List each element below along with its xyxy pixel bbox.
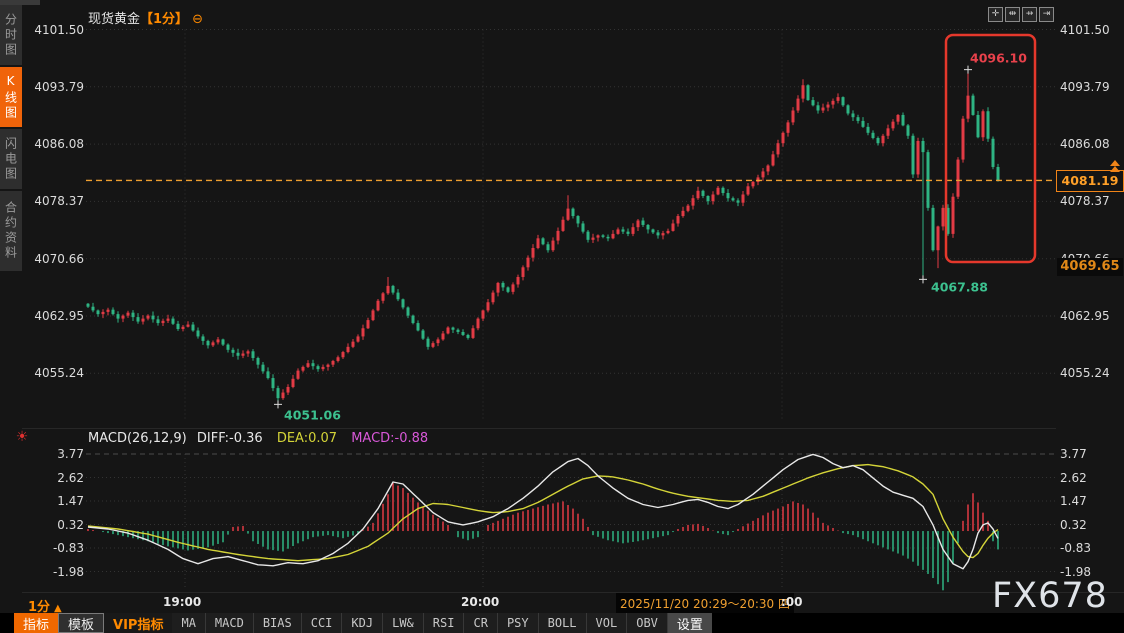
current-price-tag: 4081.19 [1056,170,1124,192]
tab-ma[interactable]: MA [172,613,206,633]
move-tool-icon[interactable]: ✛ [988,7,1003,22]
axis-tick-label: 4086.08 [34,137,84,152]
sidebar-item-contract-info[interactable]: 合约资料 [0,191,22,271]
price-annotation-label: 4096.10 [970,51,1027,66]
sidebar-item-time-chart[interactable]: 分时图 [0,5,22,65]
macd-hist-value: MACD:-0.88 [351,431,429,446]
axis-tick-label: 0.32 [1060,517,1087,532]
axis-tick-label: 3.77 [57,447,84,461]
axis-tick-label: 4078.37 [34,194,84,209]
tab-lw[interactable]: LW& [383,613,424,633]
axis-tick-label: 4086.08 [1060,137,1110,152]
top-strip [0,0,40,5]
tab-indicators[interactable]: 指标 [14,613,59,633]
axis-tick-label: 0.32 [57,517,84,532]
axis-tick-label: 2.62 [1060,470,1087,485]
tab-psy[interactable]: PSY [497,613,539,633]
macd-title: MACD(26,12,9) [88,431,187,446]
chart-title: 现货黄金【1分】 ⊖ [88,8,203,27]
axis-tick-label: 4101.50 [1060,22,1110,37]
sidebar-item-kline-chart[interactable]: K线图 [0,67,22,127]
time-axis-label: :00 [781,595,803,609]
tab-templates[interactable]: 模板 [58,613,105,633]
timeframe-selector[interactable]: 1分 ▲ [28,596,62,615]
price-annotation-label: 4051.06 [284,407,341,422]
collapse-icon[interactable]: ⊖ [192,12,203,27]
tab-cr[interactable]: CR [464,613,498,633]
chevron-up-icon: ▲ [54,603,62,614]
axis-tick-label: 4055.24 [1060,366,1110,381]
axis-tick-label: 4062.95 [34,309,84,323]
axis-tick-label: 4055.24 [34,366,84,381]
axis-tick-label: 3.77 [1060,447,1087,461]
axis-tick-label: 4070.66 [34,251,84,266]
timeframe-value: 1分 [28,600,51,615]
goto-latest-icon[interactable]: ⇥ [1039,7,1054,22]
tab-vip-indicators[interactable]: VIP指标 [104,613,173,633]
macd-header: MACD(26,12,9) DIFF:-0.36 DEA:0.07 MACD:-… [88,431,428,446]
symbol-name: 现货黄金 [88,12,141,27]
prev-close-tag: 4069.65 [1057,258,1123,276]
tab-boll[interactable]: BOLL [538,613,587,633]
tab-kdj[interactable]: KDJ [342,613,384,633]
price-annotation-label: 4067.88 [931,279,988,294]
pane-divider [22,428,1056,429]
axis-tick-label: 2.62 [57,470,84,485]
tab-cci[interactable]: CCI [301,613,343,633]
axis-tick-label: 4093.79 [1060,79,1110,94]
axis-tick-label: 4078.37 [1060,194,1110,209]
timeframe-badge: 【1分】 [140,12,189,27]
scroll-latest-arrow-icon[interactable] [1110,160,1120,166]
chart-type-sidebar: 分时图 K线图 闪电图 合约资料 [0,5,22,273]
step-forward-icon[interactable]: ⇸ [1022,7,1037,22]
macd-dea-value: DEA:0.07 [276,431,338,446]
indicator-toolbar: 指标 模板 VIP指标 MA MACD BIAS CCI KDJ LW& RSI CR PSY BOLL… [0,613,1124,633]
axis-tick-label: 1.47 [57,494,84,508]
live-indicator-icon: ☀ [15,429,29,445]
chart-toolbar-icons: ✛ ⇹ ⇸ ⇥ [988,7,1054,22]
axis-tick-label: 4062.95 [1060,309,1110,323]
axis-divider [22,592,1124,593]
time-axis-label: 19:00 [163,595,202,609]
scroll-latest-arrow-icon[interactable] [1110,166,1120,172]
axis-tick-label: 4093.79 [34,79,84,94]
axis-tick-label: -1.98 [1060,564,1092,579]
tab-vol[interactable]: VOL [586,613,628,633]
tab-rsi[interactable]: RSI [423,613,465,633]
tab-bias[interactable]: BIAS [253,613,302,633]
h-zoom-icon[interactable]: ⇹ [1005,7,1020,22]
tab-settings[interactable]: 设置 [667,613,712,633]
axis-tick-label: -1.98 [52,564,84,579]
sidebar-item-lightning-chart[interactable]: 闪电图 [0,129,22,189]
axis-tick-label: -0.83 [52,541,84,555]
time-axis-label: 20:00 [461,595,500,609]
axis-tick-label: -0.83 [1060,541,1092,555]
brand-watermark: FX678 [992,576,1108,616]
macd-diff-value: DIFF:-0.36 [196,431,263,446]
tab-obv[interactable]: OBV [627,613,668,633]
tab-macd[interactable]: MACD [205,613,254,633]
crosshair-time-tooltip: 2025/11/20 20:29～20:30 四 [616,593,794,614]
axis-tick-label: 1.47 [1060,494,1087,508]
axis-tick-label: 4101.50 [34,22,84,37]
